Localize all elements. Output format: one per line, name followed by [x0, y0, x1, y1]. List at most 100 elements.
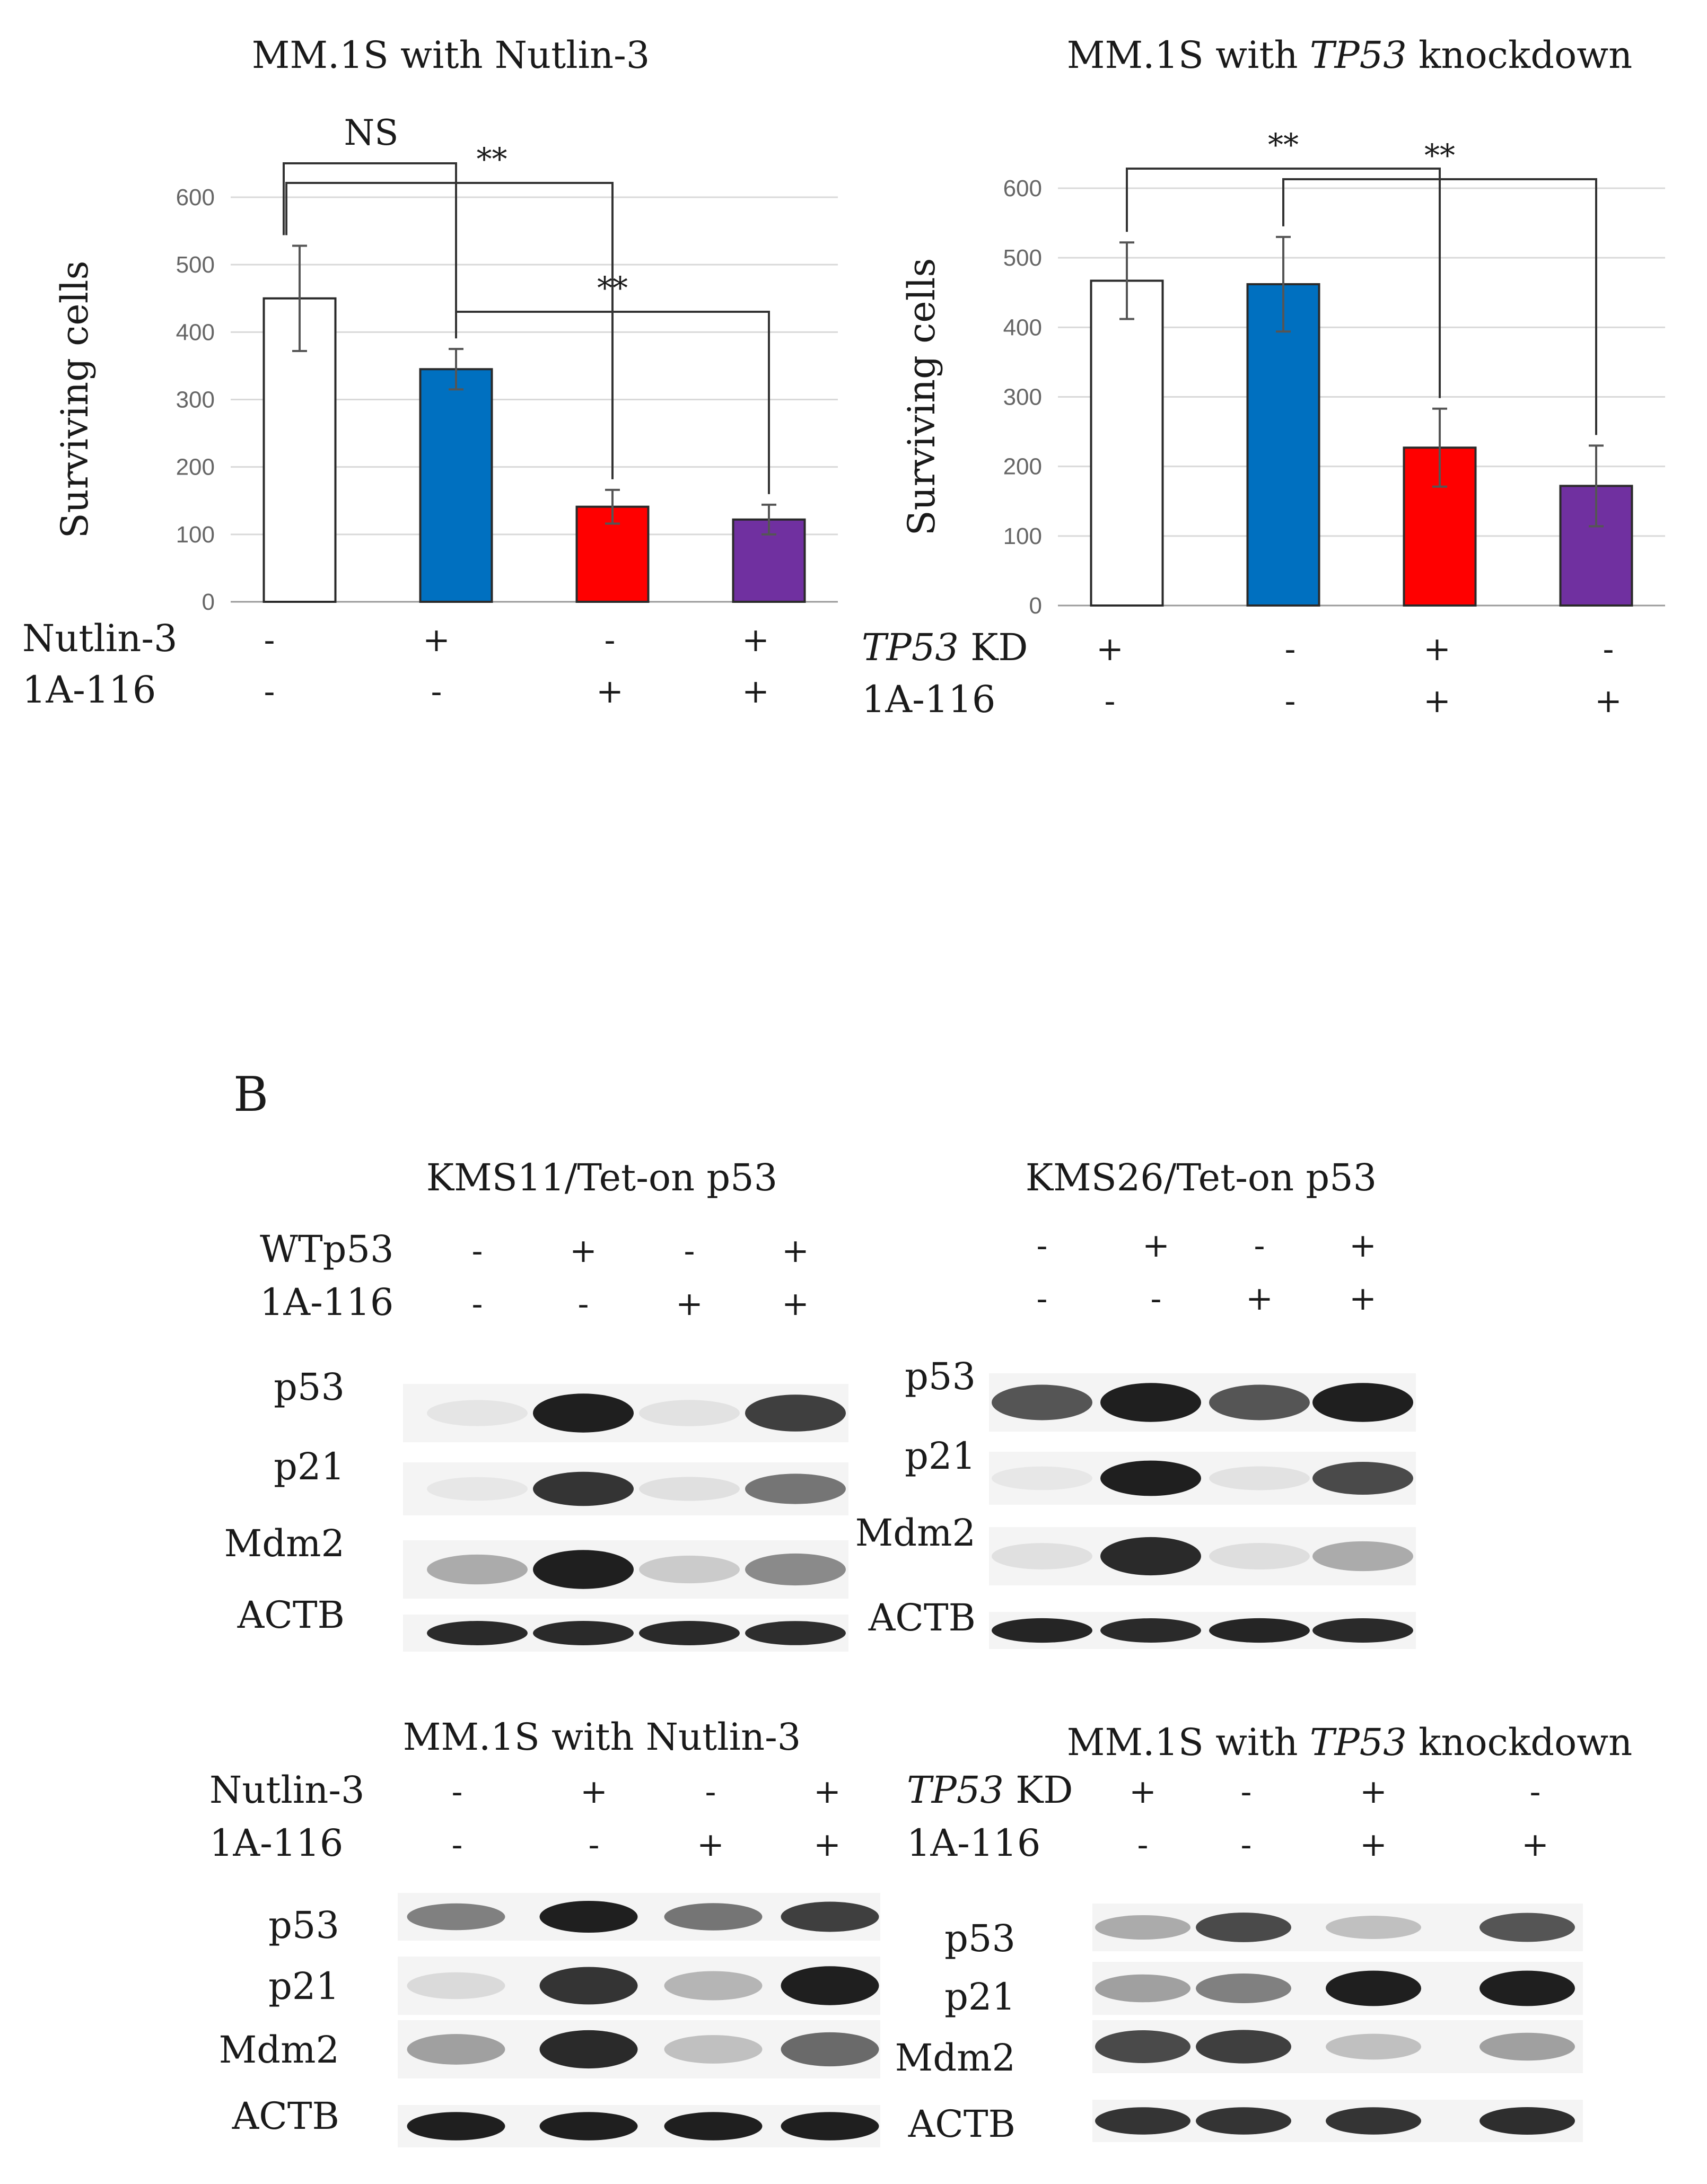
blot-title: KMS26/Tet-on p53 [1026, 1156, 1377, 1199]
condition-label-italic: TP53 [862, 626, 959, 669]
condition-label: TP53 KD [862, 626, 1028, 669]
condition-sign: + [1360, 1772, 1387, 1811]
blot-band [1326, 2107, 1421, 2135]
blot-band [407, 2034, 505, 2065]
blot-title-italic: TP53 [1310, 1721, 1407, 1764]
blot-row-label: p53 [268, 1904, 339, 1947]
condition-sign: - [1151, 1279, 1162, 1318]
condition-sign: + [1521, 1825, 1549, 1864]
blot-band [781, 1966, 879, 2005]
condition-sign: + [1423, 681, 1451, 720]
blot-band [1480, 2107, 1575, 2135]
blot-band [1095, 2107, 1190, 2135]
condition-label: TP53 KD [907, 1768, 1073, 1812]
blot-band [1100, 1460, 1201, 1496]
y-tick-label: 200 [176, 454, 215, 480]
condition-sign: + [1129, 1772, 1157, 1811]
condition-sign: + [1096, 629, 1124, 668]
y-axis-label: Surviving cells [900, 258, 943, 536]
condition-sign: + [1349, 1279, 1377, 1318]
blot-band [664, 2112, 763, 2141]
chart-title-suffix: knockdown [1407, 33, 1632, 77]
condition-sign: + [813, 1772, 841, 1811]
condition-sign: + [1423, 629, 1451, 668]
blot-band [664, 1903, 763, 1931]
significance-label: ** [1424, 137, 1455, 173]
blot-band [639, 1477, 740, 1501]
western-blot-2: KMS26/Tet-on p53 - + - + - - + + p53 p21 Mdm2 ACTB [855, 1156, 1416, 1649]
blot-title-prefix: MM.1S with [1067, 1721, 1310, 1764]
blot-band [745, 1621, 846, 1645]
bar [1246, 283, 1320, 607]
blot-band [1095, 2030, 1190, 2063]
blot-band [1326, 1916, 1421, 1939]
blot-band [1196, 2030, 1291, 2064]
condition-sign: - [472, 1284, 483, 1323]
blot-row-label: Mdm2 [855, 1511, 976, 1555]
significance-bracket [285, 182, 614, 479]
blot-band [1209, 1384, 1310, 1420]
blot-band [745, 1394, 846, 1432]
blot-band [1100, 1618, 1201, 1643]
condition-sign: + [1595, 681, 1622, 720]
blot-band [781, 2112, 879, 2141]
blot-band [533, 1550, 634, 1589]
condition-sign: - [578, 1284, 589, 1323]
blot-row-label: ACTB [232, 2094, 339, 2138]
condition-sign: - [1137, 1825, 1149, 1864]
y-tick-label: 500 [176, 252, 215, 278]
blot-band [781, 2032, 879, 2067]
condition-sign: - [589, 1825, 600, 1864]
blot-band [1326, 2033, 1421, 2060]
blot-band [639, 1400, 740, 1426]
chart-title-prefix: MM.1S with [1067, 33, 1310, 77]
condition-sign: + [676, 1284, 703, 1323]
condition-sign: - [1254, 1226, 1265, 1265]
chart-title-italic: TP53 [1310, 33, 1407, 77]
condition-sign: + [697, 1825, 724, 1864]
condition-sign: - [684, 1231, 695, 1270]
bar [419, 368, 493, 603]
significance-bracket [1282, 178, 1597, 435]
bar [1090, 279, 1164, 607]
condition-sign: - [705, 1772, 716, 1811]
blot-band [539, 2030, 638, 2069]
condition-label: WTp53 [260, 1227, 394, 1271]
significance-label: ** [1268, 127, 1299, 163]
blot-band [1480, 2032, 1575, 2061]
y-tick-label: 0 [202, 589, 215, 615]
y-tick-label: 400 [176, 319, 215, 345]
condition-sign: + [813, 1825, 841, 1864]
condition-sign: + [580, 1772, 608, 1811]
condition-sign: - [1037, 1279, 1048, 1318]
blot-band [407, 1972, 505, 1999]
significance-bracket [283, 162, 457, 339]
blot-band [1480, 1970, 1575, 2006]
condition-sign: + [742, 672, 769, 711]
bar-chart-2: MM.1S with TP53 knockdown 0 100 200 300 400 50… [862, 33, 1665, 721]
blot-band [407, 2112, 505, 2141]
blot-band [1312, 1383, 1413, 1422]
blot-band [992, 1618, 1092, 1643]
blot-band [745, 1473, 846, 1504]
condition-sign: - [1241, 1825, 1252, 1864]
bar [732, 518, 806, 603]
y-tick-label: 300 [1003, 384, 1042, 410]
condition-sign: + [782, 1284, 809, 1323]
blot-band [1326, 1970, 1421, 2006]
significance-bracket [1126, 168, 1441, 398]
blot-band [539, 2112, 638, 2141]
blot-title: MM.1S with Nutlin-3 [403, 1715, 801, 1759]
blot-band [1312, 1541, 1413, 1572]
blot-row-label: p53 [944, 1917, 1016, 1960]
chart-title: MM.1S with Nutlin-3 [252, 33, 650, 77]
blot-row-label: p53 [274, 1365, 345, 1409]
condition-sign: - [472, 1231, 483, 1270]
blot-band [992, 1384, 1092, 1420]
panel-letter-b: B [233, 1067, 268, 1122]
western-blot-3: MM.1S with Nutlin-3 Nutlin-3 - + - +1A-116 - - +… [209, 1715, 880, 2147]
condition-sign: + [1349, 1226, 1377, 1265]
condition-label: 1A-116 [209, 1821, 343, 1865]
y-tick-label: 200 [1003, 454, 1042, 480]
